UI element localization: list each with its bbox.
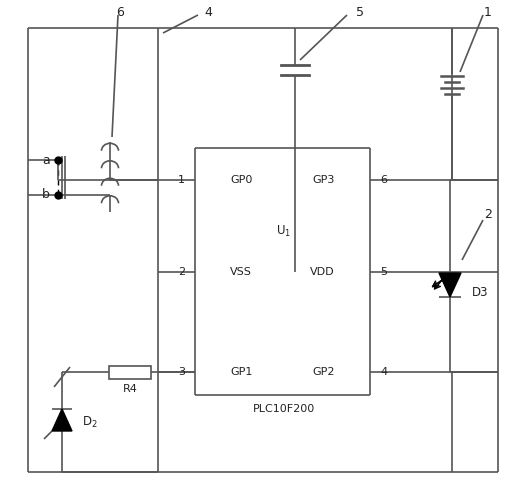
Text: GP3: GP3 [312, 175, 335, 185]
Text: 1: 1 [484, 6, 492, 18]
Bar [109, 366, 151, 378]
Text: VDD: VDD [310, 267, 335, 277]
Text: 1: 1 [178, 175, 185, 185]
Text: 5: 5 [356, 6, 364, 18]
Text: GP1: GP1 [230, 367, 252, 377]
Text: PLC10F200: PLC10F200 [253, 404, 315, 414]
Text: b: b [42, 188, 50, 202]
Text: D$_2$: D$_2$ [82, 414, 98, 430]
Polygon shape [439, 273, 461, 297]
Text: a: a [42, 154, 50, 166]
Text: 3: 3 [178, 367, 185, 377]
Text: VSS: VSS [230, 267, 252, 277]
Text: D3: D3 [472, 286, 489, 300]
Text: 6: 6 [380, 175, 387, 185]
Text: 2: 2 [178, 267, 185, 277]
Text: 5: 5 [380, 267, 387, 277]
Text: 4: 4 [380, 367, 387, 377]
Text: R4: R4 [123, 384, 137, 394]
Text: 2: 2 [484, 208, 492, 222]
Text: U$_1$: U$_1$ [276, 224, 291, 239]
Text: 4: 4 [204, 6, 212, 18]
Text: GP0: GP0 [230, 175, 252, 185]
Polygon shape [52, 409, 72, 431]
Text: 6: 6 [116, 6, 124, 18]
Text: GP2: GP2 [312, 367, 335, 377]
